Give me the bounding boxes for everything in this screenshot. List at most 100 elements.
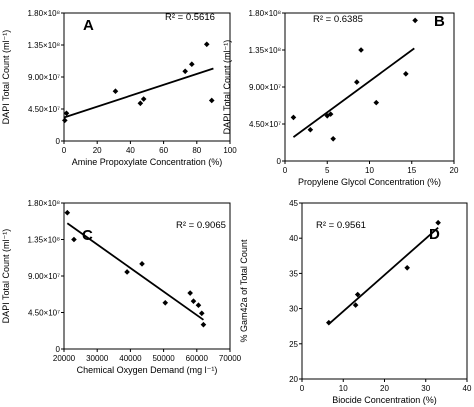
y-tick-label: 35 [289, 269, 298, 278]
x-tick-label: 70000 [219, 354, 242, 363]
data-point [403, 71, 409, 77]
panel-label: A [83, 17, 94, 34]
data-point [373, 99, 380, 106]
y-axis-label: DAPI Total Count (ml⁻¹) [222, 40, 232, 135]
data-point [208, 97, 215, 104]
y-tick-label: 0 [56, 137, 61, 146]
data-point [139, 261, 145, 267]
x-tick-label: 5 [325, 166, 330, 175]
panel-label: C [82, 227, 93, 244]
r-squared-label: R² = 0.6385 [313, 14, 363, 25]
trend-line [63, 67, 214, 119]
data-point [187, 290, 193, 296]
x-axis-label: Propylene Glycol Concentration (%) [298, 177, 441, 187]
data-point [190, 298, 197, 304]
y-tick-label: 25 [289, 340, 298, 349]
x-tick-label: 20 [93, 146, 102, 155]
data-point [404, 264, 410, 271]
trend-line [66, 222, 204, 321]
data-point [290, 114, 297, 121]
data-point [140, 96, 147, 102]
data-point [189, 61, 195, 67]
r-squared-label: R² = 0.9561 [316, 220, 366, 231]
x-tick-label: 40 [463, 384, 472, 393]
x-tick-label: 100 [223, 146, 237, 155]
x-tick-label: 0 [283, 166, 288, 175]
data-point [326, 319, 332, 326]
data-point [358, 47, 364, 53]
x-tick-label: 40000 [119, 354, 142, 363]
data-point [64, 209, 71, 216]
data-point [182, 68, 188, 75]
y-tick-label: 9.00×10⁷ [28, 73, 60, 82]
x-tick-label: 20 [450, 166, 459, 175]
data-point [412, 17, 418, 24]
data-point [330, 136, 336, 142]
y-tick-label: 1.80×10⁸ [27, 199, 60, 208]
y-tick-label: 4.50×10⁷ [28, 309, 60, 318]
data-point [162, 299, 169, 306]
plot-frame [284, 12, 455, 162]
y-tick-label: 1.35×10⁸ [27, 236, 60, 245]
data-point [62, 117, 68, 124]
data-point [200, 321, 207, 328]
y-tick-label: 1.35×10⁸ [27, 41, 60, 50]
data-point [112, 88, 119, 95]
y-tick-label: 4.50×10⁷ [249, 120, 281, 129]
x-tick-label: 60 [159, 146, 168, 155]
x-tick-label: 10 [365, 166, 374, 175]
x-tick-label: 20 [380, 384, 389, 393]
x-tick-label: 60000 [186, 354, 209, 363]
x-tick-label: 0 [62, 146, 67, 155]
y-axis-label: DAPI Total Count (ml⁻¹) [1, 30, 11, 125]
y-tick-label: 9.00×10⁷ [28, 272, 60, 281]
panel-label: D [429, 226, 440, 243]
data-point [327, 111, 334, 117]
data-point [198, 310, 205, 317]
x-tick-label: 50000 [152, 354, 175, 363]
panel-label: B [434, 13, 445, 30]
data-point [354, 79, 360, 85]
x-tick-label: 15 [407, 166, 416, 175]
x-axis-label: Biocide Concentration (%) [332, 395, 437, 405]
x-tick-label: 30 [421, 384, 430, 393]
r-squared-label: R² = 0.9065 [176, 220, 226, 231]
x-axis-label: Amine Propoxylate Concentration (%) [72, 157, 223, 167]
data-point [203, 41, 210, 48]
y-tick-label: 9.00×10⁷ [249, 83, 281, 92]
y-axis-label: % Gam42a of Total Count [239, 239, 249, 342]
y-tick-label: 45 [289, 199, 298, 208]
panel-d: 0 10 20 30 40 20 25 30 35 40 45 Biocide Concentrati… [239, 199, 472, 405]
y-tick-label: 0 [277, 157, 282, 166]
data-point [354, 291, 361, 298]
panel-b: 0 5 10 15 20 0 4.50×10⁷ 9.00×10⁷ 1.35×10⁸ 1.80×10… [222, 9, 459, 187]
y-tick-label: 4.50×10⁷ [28, 105, 60, 114]
y-tick-label: 1.35×10⁸ [248, 46, 281, 55]
data-point [435, 219, 441, 226]
data-point [124, 269, 130, 275]
x-tick-label: 0 [300, 384, 305, 393]
panel-c: 20000 30000 40000 50000 60000 70000 0 4.50×10⁷ 9… [1, 199, 242, 375]
y-tick-label: 40 [289, 234, 298, 243]
trend-line [292, 47, 415, 138]
x-tick-label: 40 [126, 146, 135, 155]
data-point [195, 302, 202, 308]
y-tick-label: 1.80×10⁸ [248, 9, 281, 18]
panel-a: 0 20 40 60 80 100 0 4.50×10⁷ 9.00×10⁷ 1.35×10⁸ 1.8… [1, 9, 237, 167]
x-tick-label: 80 [192, 146, 201, 155]
trend-line [328, 226, 439, 325]
r-squared-label: R² = 0.5616 [165, 12, 215, 23]
data-point [63, 110, 70, 117]
y-tick-label: 20 [289, 375, 298, 384]
x-tick-label: 30000 [86, 354, 109, 363]
data-point [137, 100, 144, 107]
data-point [352, 302, 359, 308]
x-tick-label: 10 [339, 384, 348, 393]
x-tick-label: 20000 [53, 354, 76, 363]
y-tick-label: 0 [56, 345, 61, 354]
data-point [307, 126, 314, 133]
data-point [71, 236, 77, 243]
y-tick-label: 30 [289, 305, 298, 314]
y-axis-label: DAPI Total Count (ml⁻¹) [1, 229, 11, 324]
